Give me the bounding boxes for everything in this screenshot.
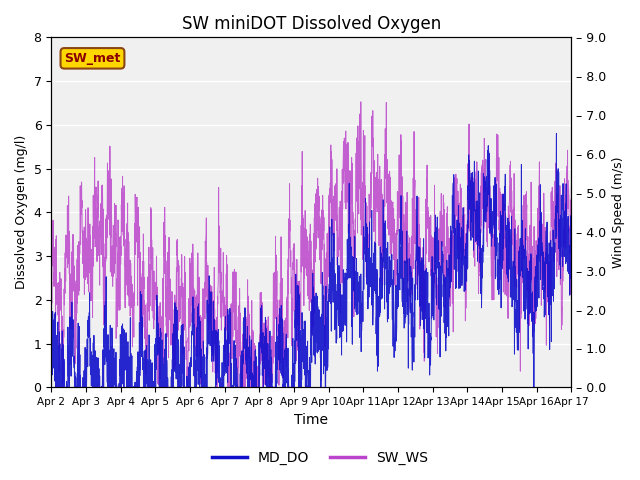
Y-axis label: Dissolved Oxygen (mg/l): Dissolved Oxygen (mg/l) (15, 135, 28, 289)
Legend: MD_DO, SW_WS: MD_DO, SW_WS (207, 445, 433, 471)
Title: SW miniDOT Dissolved Oxygen: SW miniDOT Dissolved Oxygen (182, 15, 441, 33)
Text: SW_met: SW_met (64, 52, 121, 65)
Y-axis label: Wind Speed (m/s): Wind Speed (m/s) (612, 156, 625, 268)
X-axis label: Time: Time (294, 413, 328, 427)
